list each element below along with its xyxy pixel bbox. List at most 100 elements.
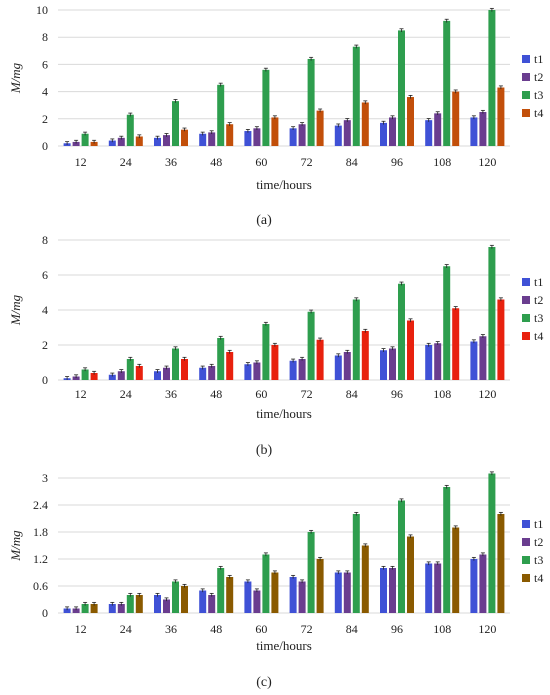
bar-t1-96	[380, 568, 387, 613]
bar-t4-60	[271, 117, 279, 146]
bar-t4-72	[316, 339, 324, 380]
legend-swatch-t2	[522, 73, 530, 81]
x-tick-label: 36	[165, 155, 177, 169]
bar-t1-96	[380, 350, 387, 380]
bar-t4-72	[316, 110, 324, 146]
bar-t1-24	[108, 374, 116, 380]
bar-t4-48	[226, 577, 234, 613]
bar-t1-84	[334, 125, 342, 146]
bar-t1-108	[425, 563, 433, 613]
bar-t3-120	[488, 473, 496, 613]
x-tick-label: 108	[433, 387, 451, 401]
bar-t3-96	[398, 283, 405, 380]
bar-t1-84	[334, 355, 342, 380]
bar-t1-72	[289, 360, 297, 380]
bar-t3-96	[398, 30, 405, 146]
x-tick-label: 48	[210, 387, 222, 401]
bar-t1-24	[108, 604, 116, 613]
legend-label-t4: t4	[534, 329, 543, 343]
y-tick-label: 2	[42, 338, 48, 352]
bar-t2-12	[72, 376, 80, 380]
x-tick-label: 72	[301, 387, 313, 401]
bar-t2-12	[72, 608, 80, 613]
x-tick-label: 60	[255, 155, 267, 169]
x-tick-label: 120	[478, 155, 496, 169]
bar-t3-60	[262, 554, 270, 613]
bar-t4-84	[361, 331, 369, 380]
bar-t4-108	[452, 91, 460, 146]
y-tick-label: 0	[42, 606, 48, 620]
legend-label-t2: t2	[534, 293, 543, 307]
bar-t3-36	[172, 348, 179, 380]
bar-t3-84	[352, 46, 360, 146]
x-tick-label: 120	[478, 622, 496, 636]
x-axis-label: time/hours	[256, 177, 312, 192]
x-tick-label: 84	[346, 387, 358, 401]
legend-swatch-t1	[522, 55, 530, 63]
legend-label-t3: t3	[534, 553, 543, 567]
bar-t3-72	[307, 58, 315, 146]
y-axis-label: M/mg	[8, 530, 23, 562]
bar-t4-48	[226, 124, 234, 146]
bar-t4-36	[181, 586, 188, 613]
bar-t4-84	[361, 545, 369, 613]
bar-t3-84	[352, 514, 360, 613]
legend-swatch-t1	[522, 278, 530, 286]
x-tick-label: 12	[75, 622, 87, 636]
legend-label-t2: t2	[534, 535, 543, 549]
bar-t2-36	[163, 599, 170, 613]
panel-label: (a)	[256, 213, 272, 228]
bar-t4-96	[407, 97, 414, 146]
y-axis-label: M/mg	[8, 294, 23, 326]
bar-t1-48	[199, 133, 207, 146]
bar-t2-36	[163, 367, 170, 380]
bar-t3-60	[262, 69, 270, 146]
bar-t1-36	[154, 371, 161, 380]
bar-t2-108	[434, 113, 442, 146]
bar-t4-120	[497, 299, 505, 380]
bar-t4-12	[90, 604, 98, 613]
bar-t4-108	[452, 308, 460, 380]
bar-t2-96	[389, 348, 396, 380]
y-tick-label: 1.2	[33, 552, 48, 566]
x-tick-label: 96	[391, 155, 403, 169]
bar-t2-24	[117, 371, 125, 380]
bar-t2-60	[253, 128, 261, 146]
bar-t3-24	[126, 114, 134, 146]
bar-t2-108	[434, 563, 442, 613]
bar-t4-12	[90, 141, 98, 146]
bar-t1-72	[289, 577, 297, 613]
bar-t2-108	[434, 343, 442, 380]
panel-label: (b)	[256, 443, 273, 458]
bar-t3-12	[81, 369, 89, 380]
x-tick-label: 96	[391, 387, 403, 401]
y-tick-label: 1.8	[33, 525, 48, 539]
legend-swatch-t4	[522, 574, 530, 582]
legend-label-t4: t4	[534, 571, 543, 585]
legend-label-t4: t4	[534, 106, 543, 120]
bar-t1-120	[470, 559, 478, 613]
legend-swatch-t3	[522, 91, 530, 99]
bar-t3-48	[217, 84, 225, 146]
x-tick-label: 60	[255, 622, 267, 636]
bar-t4-24	[135, 136, 143, 146]
bar-t2-24	[117, 137, 125, 146]
bar-t3-12	[81, 604, 89, 613]
bar-t4-36	[181, 359, 188, 380]
bar-t3-60	[262, 324, 270, 380]
bar-t2-48	[208, 132, 216, 146]
bar-t1-48	[199, 367, 207, 380]
y-tick-label: 0	[42, 139, 48, 153]
bar-t3-108	[443, 266, 451, 380]
chart-panel-3: 0 0.6 1.2 1.8 2.4 3 M/mg 12 24 36 48 60 72 84 96 108 120…	[8, 471, 543, 690]
legend-swatch-t4	[522, 332, 530, 340]
y-tick-label: 0	[42, 373, 48, 387]
bar-t4-48	[226, 352, 234, 380]
x-axis-label: time/hours	[256, 638, 312, 653]
x-tick-label: 120	[478, 387, 496, 401]
x-tick-label: 84	[346, 622, 358, 636]
bar-t4-60	[271, 572, 279, 613]
